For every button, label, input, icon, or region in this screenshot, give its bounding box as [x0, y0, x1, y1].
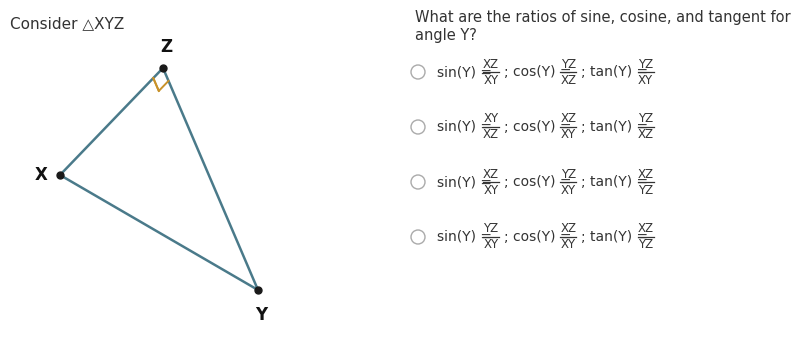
Text: ; tan(Y) =: ; tan(Y) =	[582, 65, 653, 79]
Text: XZ: XZ	[638, 223, 654, 236]
Text: XY: XY	[561, 238, 576, 251]
Text: sin(Y) =: sin(Y) =	[437, 120, 496, 134]
Text: XY: XY	[638, 74, 654, 87]
Text: XZ: XZ	[483, 57, 499, 70]
Text: angle Y?: angle Y?	[415, 28, 477, 43]
Text: XZ: XZ	[560, 223, 576, 236]
Text: YZ: YZ	[638, 238, 654, 251]
Text: ; cos(Y) =: ; cos(Y) =	[504, 120, 576, 134]
Text: X: X	[35, 166, 48, 184]
Text: YZ: YZ	[561, 57, 576, 70]
Text: ; cos(Y) =: ; cos(Y) =	[504, 65, 576, 79]
Text: XY: XY	[483, 113, 498, 126]
Text: YZ: YZ	[638, 113, 654, 126]
Text: Y: Y	[255, 306, 267, 324]
Text: YZ: YZ	[638, 184, 654, 197]
Text: YZ: YZ	[638, 57, 654, 70]
Text: XY: XY	[483, 184, 498, 197]
Text: XY: XY	[561, 129, 576, 142]
Text: ; tan(Y) =: ; tan(Y) =	[582, 230, 653, 244]
Text: sin(Y) =: sin(Y) =	[437, 175, 496, 189]
Text: Consider △XYZ: Consider △XYZ	[10, 16, 124, 31]
Text: Z: Z	[160, 38, 172, 56]
Text: YZ: YZ	[483, 223, 498, 236]
Text: What are the ratios of sine, cosine, and tangent for: What are the ratios of sine, cosine, and…	[415, 10, 790, 25]
Text: ; cos(Y) =: ; cos(Y) =	[504, 175, 576, 189]
Text: XY: XY	[561, 184, 576, 197]
Text: XZ: XZ	[560, 113, 576, 126]
Text: ; cos(Y) =: ; cos(Y) =	[504, 230, 576, 244]
Text: XZ: XZ	[483, 168, 499, 181]
Text: XY: XY	[483, 74, 498, 87]
Text: XZ: XZ	[560, 74, 576, 87]
Text: XZ: XZ	[483, 129, 499, 142]
Text: XZ: XZ	[638, 168, 654, 181]
Text: sin(Y) =: sin(Y) =	[437, 230, 496, 244]
Text: ; tan(Y) =: ; tan(Y) =	[582, 120, 653, 134]
Text: XY: XY	[483, 238, 498, 251]
Text: ; tan(Y) =: ; tan(Y) =	[582, 175, 653, 189]
Text: sin(Y) =: sin(Y) =	[437, 65, 496, 79]
Text: XZ: XZ	[638, 129, 654, 142]
Text: YZ: YZ	[561, 168, 576, 181]
